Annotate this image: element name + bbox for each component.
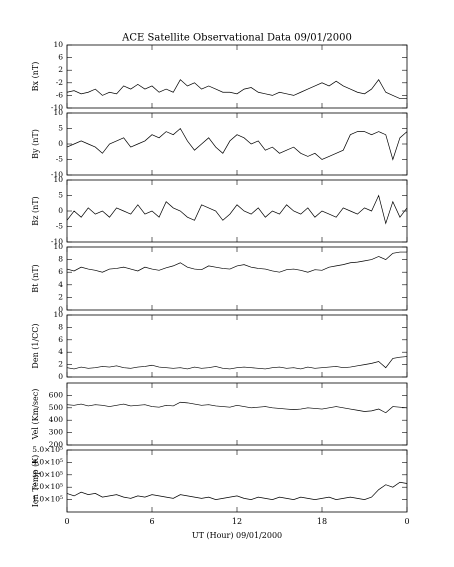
y-tick-label: 8 (58, 322, 63, 331)
x-tick-label: 12 (232, 517, 242, 526)
data-line (66, 251, 407, 273)
y-tick-label: 2 (58, 360, 63, 369)
data-line (66, 481, 408, 500)
data-line (66, 194, 408, 225)
panel-frame (66, 449, 408, 513)
y-tick-label: 10 (53, 40, 63, 49)
y-tick-label: 4 (58, 347, 63, 356)
y-tick-label: 0 (58, 305, 63, 314)
y-tick-label: -10 (51, 237, 63, 246)
y-tick-label: 2.0×10⁵ (32, 482, 63, 491)
y-axis-label: Ion Temp (K) (31, 455, 40, 508)
y-tick-label: 4 (58, 280, 63, 289)
y-tick-label: 0 (58, 372, 63, 381)
y-tick-label: 6 (58, 53, 63, 62)
y-tick-label: -5 (56, 155, 64, 164)
y-axis-label: Vel (Km/sec) (31, 389, 40, 441)
y-axis-label: Bt (nT) (31, 264, 40, 292)
x-tick-label: 6 (149, 517, 154, 526)
y-tick-label: -10 (51, 103, 63, 112)
y-tick-label: 5.0×10⁵ (32, 445, 63, 454)
y-tick-label: 300 (49, 428, 64, 437)
y-tick-label: 2 (58, 292, 63, 301)
y-tick-label: 400 (49, 415, 64, 424)
x-tick-label: 0 (404, 517, 409, 526)
y-tick-label: 500 (49, 403, 64, 412)
data-line (66, 79, 407, 99)
panel-frame (66, 246, 408, 311)
y-tick-label: -5 (56, 222, 64, 231)
y-tick-label: 10 (53, 310, 63, 319)
y-axis-label: By (nT) (31, 129, 40, 159)
y-tick-label: 1.0×10⁵ (32, 495, 63, 504)
y-axis-label: Bx (nT) (31, 62, 40, 92)
y-axis-label: Bz (nT) (31, 196, 40, 225)
chart-title: ACE Satellite Observational Data 09/01/2… (121, 33, 352, 44)
y-tick-label: 600 (49, 390, 64, 399)
panel-frame (66, 112, 408, 176)
y-tick-label: 10 (53, 242, 63, 251)
panel-frame (66, 44, 408, 109)
y-tick-label: -2 (56, 78, 64, 87)
y-tick-label: 3.0×10⁵ (32, 470, 63, 479)
data-line (66, 356, 408, 370)
y-tick-label: 6 (58, 267, 63, 276)
y-tick-label: 0 (58, 206, 63, 215)
data-line (66, 127, 408, 161)
x-tick-label: 18 (317, 517, 327, 526)
data-line (66, 401, 408, 414)
y-tick-label: 6 (58, 335, 63, 344)
y-tick-label: 0 (58, 139, 63, 148)
x-axis-label: UT (Hour) 09/01/2000 (192, 531, 282, 540)
y-tick-label: 5 (58, 124, 63, 133)
y-tick-label: 8 (58, 255, 63, 264)
y-tick-label: -10 (51, 170, 63, 179)
y-tick-label: 200 (49, 440, 64, 449)
y-tick-label: 2 (58, 65, 63, 74)
y-tick-label: 10 (53, 108, 63, 117)
y-tick-label: 4.0×10⁵ (32, 457, 63, 466)
panel-frame (66, 179, 408, 243)
panel-frame (66, 382, 408, 446)
x-tick-label: 0 (64, 517, 69, 526)
y-axis-label: Den (1/CC) (31, 323, 40, 368)
y-tick-label: 5 (58, 191, 63, 200)
y-tick-label: -6 (56, 90, 64, 99)
y-tick-label: 10 (53, 175, 63, 184)
